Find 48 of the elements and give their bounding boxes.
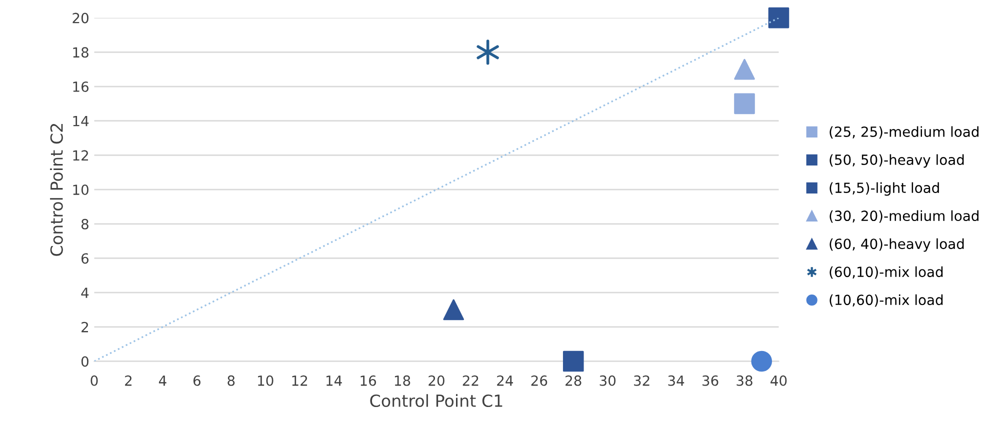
- legend-label: (50, 50)-heavy load: [830, 154, 964, 168]
- x-tick-label: 38: [736, 375, 752, 386]
- x-tick-label: 4: [158, 376, 166, 386]
- point: [734, 93, 755, 114]
- x-tick-label: 16: [360, 375, 376, 386]
- legend-label: (30, 20)-medium load: [830, 210, 978, 223]
- x-tick-label: 30: [600, 375, 616, 386]
- point: [751, 350, 772, 372]
- legend-label: (60, 40)-heavy load: [830, 238, 964, 252]
- x-axis-title: Control Point C1: [370, 394, 502, 408]
- y-tick-label: 14: [73, 116, 89, 126]
- x-tick-label: 12: [292, 375, 308, 386]
- x-tick-label: 2: [125, 375, 132, 386]
- y-axis-title: Control Point C2: [50, 124, 63, 256]
- y-tick-label: 20: [72, 12, 88, 24]
- x-tick-label: 0: [90, 375, 98, 386]
- x-tick-label: 28: [566, 375, 582, 386]
- point: [562, 350, 584, 372]
- legend-label: (25, 25)-medium load: [830, 126, 978, 139]
- y-tick-label: 10: [73, 184, 88, 196]
- x-tick-label: 14: [326, 376, 342, 386]
- y-tick-label: 6: [82, 253, 89, 264]
- legend-label: (60,10)-mix load: [830, 266, 943, 279]
- y-tick-label: 8: [81, 218, 88, 230]
- x-tick-label: 6: [193, 375, 200, 386]
- point: [768, 7, 790, 28]
- y-tick-label: 16: [73, 81, 89, 92]
- y-tick-label: 18: [73, 47, 88, 58]
- x-tick-label: 26: [531, 375, 548, 386]
- x-tick-label: 40: [770, 375, 787, 386]
- y-tick-label: 0: [81, 356, 88, 367]
- point: [443, 299, 464, 320]
- x-tick-label: 34: [668, 375, 684, 386]
- point: [734, 58, 755, 80]
- x-tick-label: 10: [258, 375, 274, 386]
- x-tick-label: 24: [497, 375, 513, 386]
- x-tick-label: 18: [394, 375, 410, 386]
- y-tick-label: 4: [81, 288, 89, 298]
- y-tick-label: 12: [73, 150, 88, 160]
- x-tick-label: 20: [428, 375, 444, 386]
- legend-label: (10,60)-mix load: [830, 294, 943, 307]
- point: [476, 40, 499, 65]
- x-tick-label: 36: [702, 375, 718, 386]
- legend-label: (15,5)-light load: [830, 182, 939, 196]
- x-tick-label: 22: [462, 375, 478, 386]
- x-tick-label: 32: [634, 375, 650, 386]
- y-tick-label: 2: [82, 322, 88, 332]
- x-tick-label: 8: [228, 375, 235, 386]
